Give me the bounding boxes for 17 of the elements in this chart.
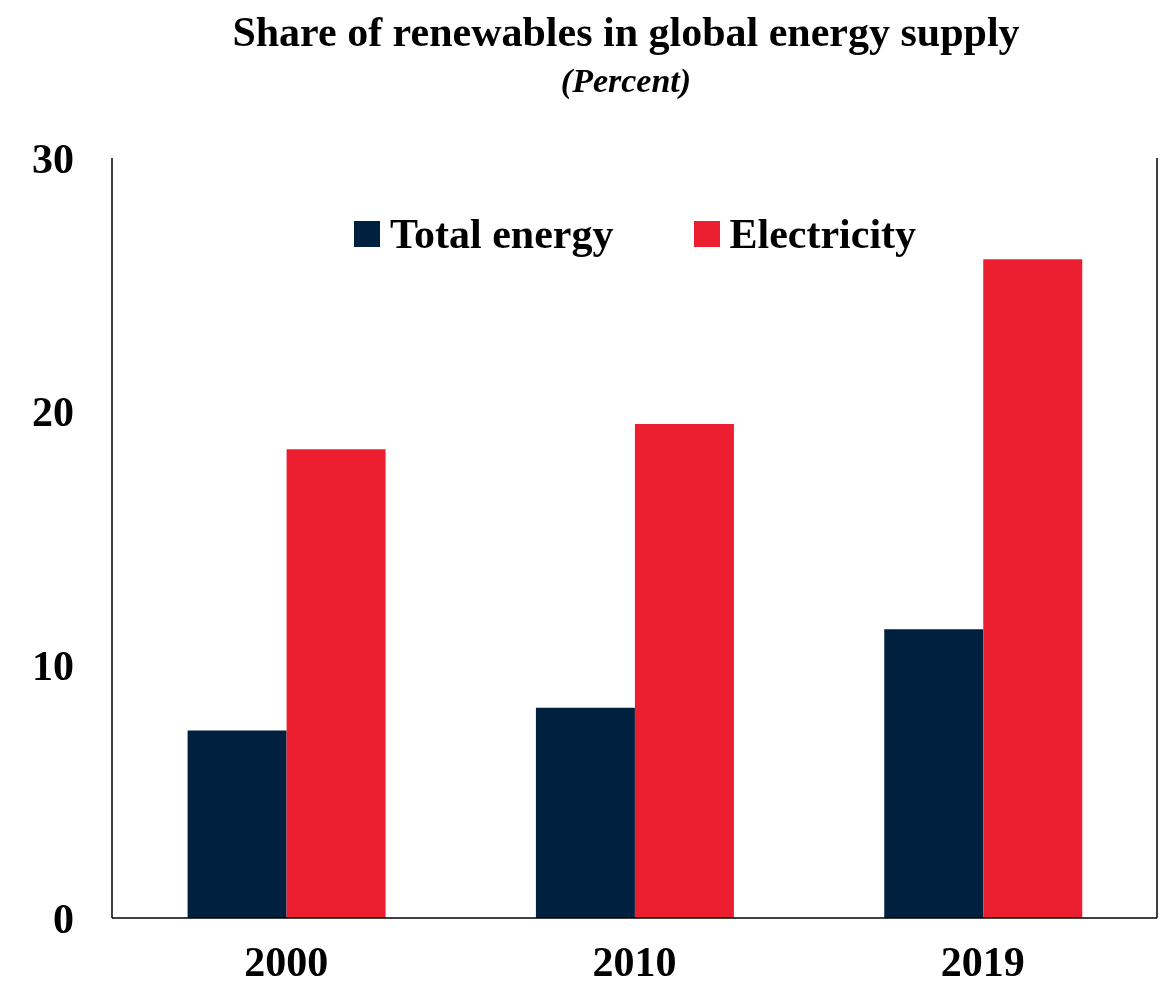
y-tick-label: 30: [32, 135, 74, 182]
x-tick-label: 2000: [244, 938, 329, 985]
legend-label: Total energy: [389, 210, 614, 258]
legend-label: Electricity: [729, 210, 917, 258]
y-tick-label: 20: [32, 389, 74, 436]
chart-subtitle: (Percent): [559, 62, 693, 100]
y-tick-label: 10: [32, 642, 74, 689]
bar: [634, 424, 734, 918]
bar: [884, 629, 984, 918]
x-tick-label: 2019: [940, 938, 1025, 985]
bar: [286, 449, 386, 918]
bar: [535, 707, 635, 918]
bar: [187, 730, 287, 918]
bar: [983, 259, 1083, 918]
chart-title: Share of renewables in global energy supply: [231, 8, 1021, 56]
y-tick-label: 0: [53, 895, 74, 942]
x-tick-label: 2010: [592, 938, 677, 985]
